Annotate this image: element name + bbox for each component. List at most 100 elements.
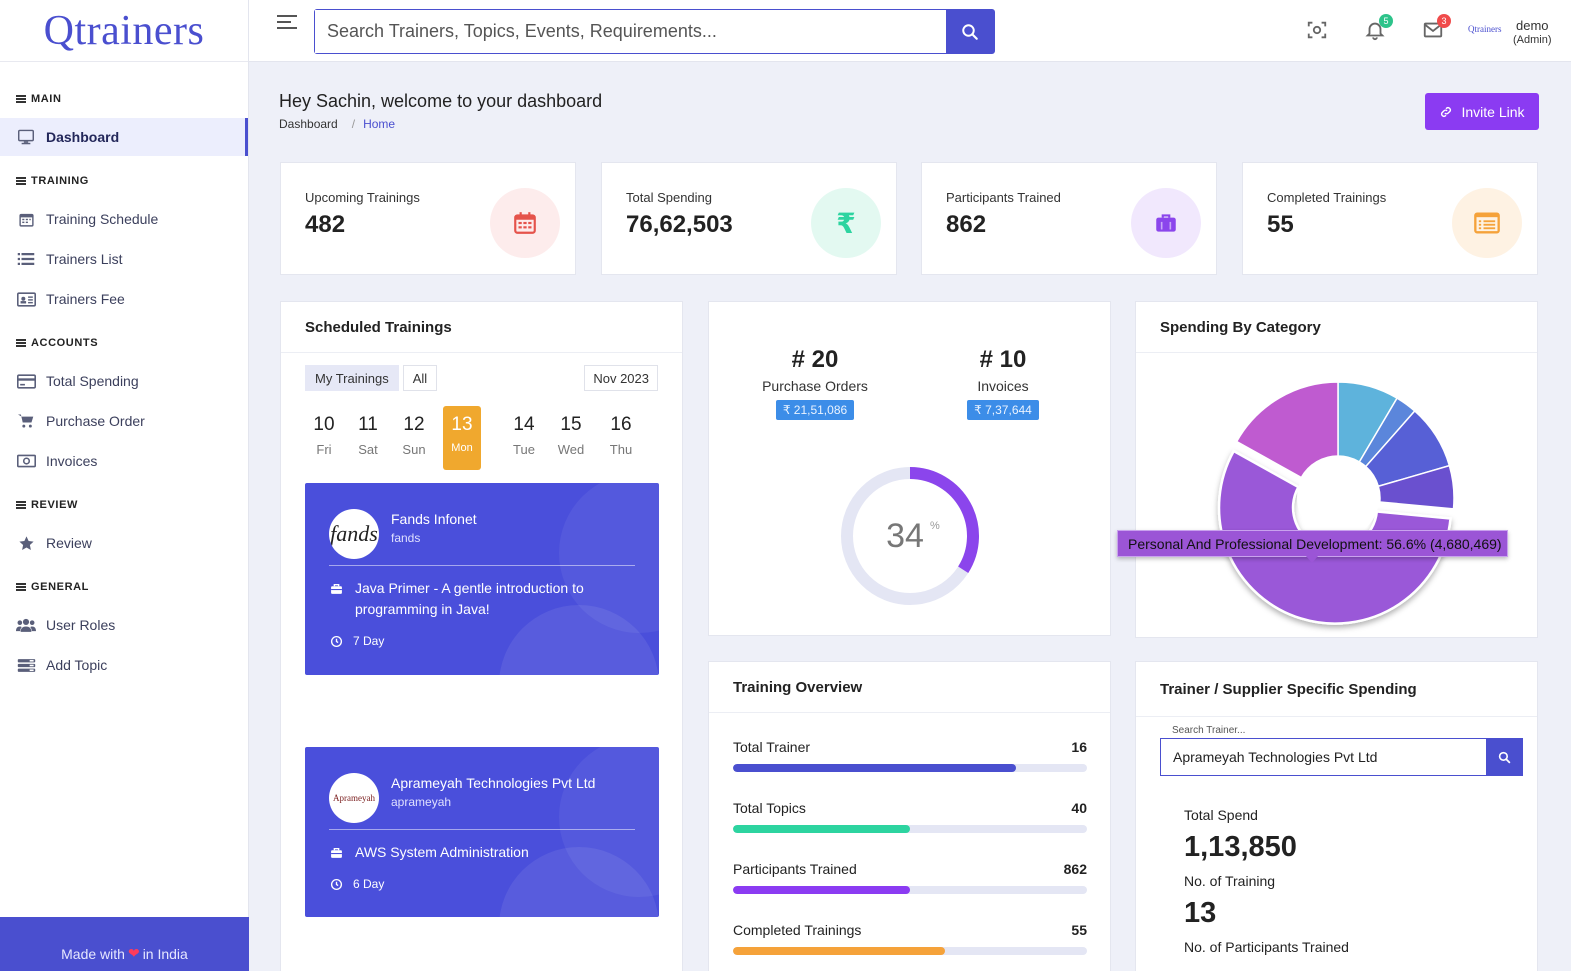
date-17[interactable]: 17 Fri bbox=[652, 406, 659, 470]
date-number: 17 bbox=[652, 414, 659, 436]
briefcase-icon bbox=[329, 582, 343, 596]
briefcase-icon bbox=[1131, 188, 1201, 258]
invite-link-button[interactable]: Invite Link bbox=[1425, 93, 1539, 130]
date-16[interactable]: 16 Thu bbox=[602, 406, 640, 470]
user-menu[interactable]: demo (Admin) bbox=[1513, 18, 1552, 48]
sidebar-footer: Made with ❤ in India bbox=[0, 917, 249, 971]
sidebar-item-user-roles[interactable]: User Roles bbox=[0, 606, 248, 644]
search-icon bbox=[962, 23, 978, 40]
nav-section-review: REVIEW bbox=[0, 488, 248, 522]
date-number: 15 bbox=[560, 414, 582, 435]
date-strip: 10 Fri 11 Sat 12 Sun 13 Mon 14 Tue 15 Wed 16 Thu 17 Fri bbox=[305, 406, 659, 472]
sidebar-item-dashboard[interactable]: Dashboard bbox=[0, 118, 248, 156]
donut-unit: % bbox=[930, 520, 940, 532]
progress-track bbox=[733, 947, 1087, 955]
pie-slice-4[interactable] bbox=[1377, 464, 1455, 510]
date-14[interactable]: 14 Tue bbox=[505, 406, 543, 470]
date-15[interactable]: 15 Wed bbox=[552, 406, 590, 470]
training-card[interactable]: Aprameyah Aprameyah Technologies Pvt Ltd… bbox=[305, 747, 659, 917]
sidebar-item-label: Dashboard bbox=[46, 129, 120, 145]
sidebar-item-review[interactable]: Review bbox=[0, 524, 248, 562]
cart-icon bbox=[16, 411, 36, 431]
search-trainer-input[interactable]: Aprameyah Technologies Pvt Ltd bbox=[1160, 738, 1486, 776]
users-icon bbox=[16, 615, 36, 635]
star-icon bbox=[16, 533, 36, 553]
menu-toggle-icon[interactable] bbox=[277, 15, 297, 33]
chart-tooltip: Personal And Professional Development: 5… bbox=[1117, 530, 1508, 563]
notification-bell-icon[interactable]: 5 bbox=[1363, 14, 1393, 42]
sidebar-item-label: Invoices bbox=[46, 453, 98, 469]
breadcrumb-dashboard[interactable]: Dashboard bbox=[279, 117, 338, 131]
stat-label: Completed Trainings bbox=[1267, 190, 1387, 205]
calendar-icon bbox=[16, 209, 36, 229]
overview-row-participants-trained: Participants Trained 862 bbox=[733, 861, 1087, 894]
date-weekday: Fri bbox=[316, 442, 332, 457]
stat-card-upcoming-trainings: Upcoming Trainings 482 bbox=[280, 162, 576, 275]
purchase-orders-amount: ₹ 21,51,086 bbox=[775, 400, 855, 420]
progress-fill bbox=[733, 947, 946, 955]
panel-title: Scheduled Trainings bbox=[281, 302, 682, 353]
sidebar-item-trainers-fee[interactable]: Trainers Fee bbox=[0, 280, 248, 318]
stat-card-participants-trained: Participants Trained 862 bbox=[921, 162, 1217, 275]
spending-by-category-panel: Spending By Category bbox=[1135, 301, 1538, 638]
pie-slice-6[interactable] bbox=[1235, 381, 1339, 479]
sidebar-item-training-schedule[interactable]: Training Schedule bbox=[0, 200, 248, 238]
category-pie-chart[interactable] bbox=[1136, 353, 1538, 638]
sidebar-item-add-topic[interactable]: Add Topic bbox=[0, 646, 248, 684]
date-13[interactable]: 13 Mon bbox=[443, 406, 481, 470]
invoices-count: # 10 bbox=[979, 346, 1027, 373]
sidebar-item-label: Trainers List bbox=[46, 251, 123, 267]
list-icon bbox=[16, 249, 36, 269]
briefcase-icon bbox=[329, 846, 343, 860]
sidebar-nav: MAIN Dashboard TRAINING Training Schedule Tr… bbox=[0, 62, 248, 684]
stat-value: 76,62,503 bbox=[626, 211, 733, 238]
sidebar-item-purchase-order[interactable]: Purchase Order bbox=[0, 402, 248, 440]
heart-icon: ❤ bbox=[127, 945, 140, 961]
sidebar-item-invoices[interactable]: Invoices bbox=[0, 442, 248, 480]
purchase-orders-metric[interactable]: # 20 Purchase Orders ₹ 21,51,086 bbox=[740, 346, 890, 420]
search-input[interactable] bbox=[315, 10, 946, 53]
sidebar-item-total-spending[interactable]: Total Spending bbox=[0, 362, 248, 400]
user-role: (Admin) bbox=[1513, 34, 1552, 46]
tab-my-trainings[interactable]: My Trainings bbox=[305, 365, 399, 391]
stack-icon bbox=[16, 655, 36, 675]
date-weekday: Mon bbox=[451, 442, 473, 454]
no-of-participants-label: No. of Participants Trained bbox=[1184, 939, 1349, 955]
invoices-amount: ₹ 7,37,644 bbox=[967, 400, 1039, 420]
invoices-metric[interactable]: # 10 Invoices ₹ 7,37,644 bbox=[928, 346, 1078, 420]
month-selector[interactable]: Nov 2023 bbox=[584, 365, 658, 391]
calendar-icon bbox=[490, 188, 560, 258]
stat-value: 482 bbox=[305, 211, 346, 238]
training-tabs: My Trainings All bbox=[305, 365, 438, 391]
page-title: Hey Sachin, welcome to your dashboard bbox=[279, 91, 603, 111]
trainer-handle: fands bbox=[391, 531, 421, 545]
nav-section-training: TRAINING bbox=[0, 164, 248, 198]
date-number: 10 bbox=[313, 414, 335, 435]
trainer-avatar: fands bbox=[329, 509, 379, 559]
date-weekday: Thu bbox=[609, 442, 633, 457]
date-10[interactable]: 10 Fri bbox=[305, 406, 343, 470]
date-number: 16 bbox=[610, 414, 632, 435]
date-number: 13 bbox=[451, 414, 473, 435]
date-11[interactable]: 11 Sat bbox=[349, 406, 387, 470]
overview-label: Completed Trainings bbox=[733, 922, 862, 938]
search-trainer-button[interactable] bbox=[1486, 738, 1523, 776]
no-of-training-value: 13 bbox=[1184, 897, 1217, 929]
sidebar-item-label: Add Topic bbox=[46, 657, 108, 673]
search-button[interactable] bbox=[946, 10, 994, 53]
global-search bbox=[314, 9, 995, 54]
date-number: 12 bbox=[403, 414, 425, 435]
tab-all[interactable]: All bbox=[402, 365, 438, 391]
sidebar-item-trainers-list[interactable]: Trainers List bbox=[0, 240, 248, 278]
brand-logo[interactable]: Qtrainers bbox=[0, 0, 248, 62]
breadcrumb-home[interactable]: Home bbox=[363, 117, 396, 131]
date-12[interactable]: 12 Sun bbox=[395, 406, 433, 470]
scan-icon[interactable] bbox=[1305, 18, 1329, 42]
link-icon bbox=[1441, 106, 1452, 117]
training-card[interactable]: fands Fands Infonet fands Java Primer - … bbox=[305, 483, 659, 675]
trainer-org-name: Aprameyah Technologies Pvt Ltd bbox=[391, 775, 596, 791]
stat-card-completed-trainings: Completed Trainings 55 bbox=[1242, 162, 1538, 275]
date-number: 14 bbox=[513, 414, 535, 435]
mail-icon[interactable]: 3 bbox=[1421, 14, 1451, 42]
course-title: Java Primer - A gentle introduction to p… bbox=[355, 580, 584, 617]
